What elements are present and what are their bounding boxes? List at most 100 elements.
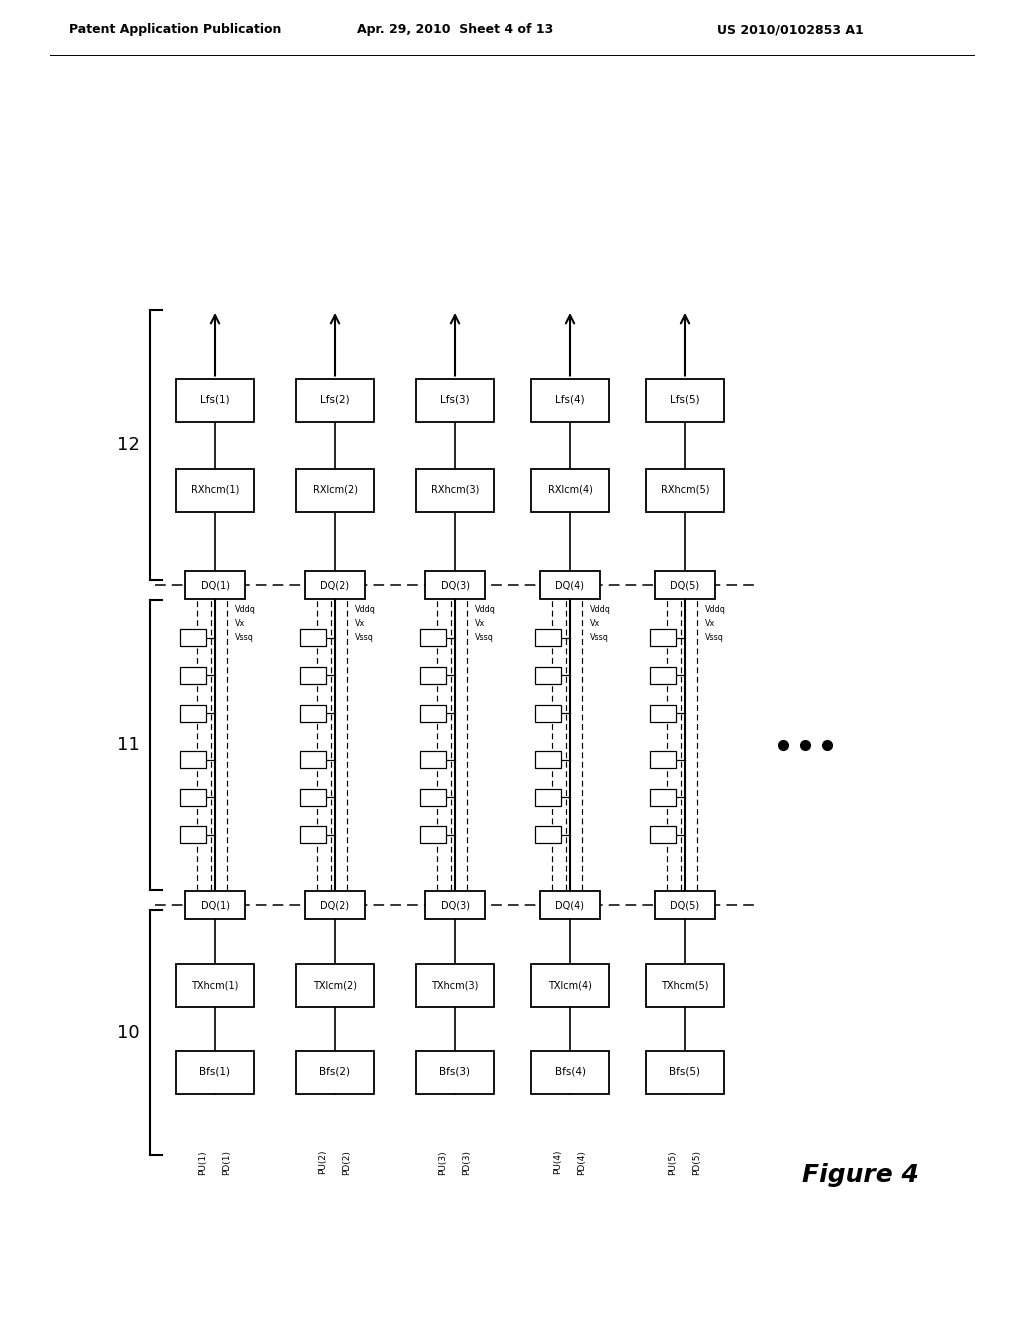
- Text: DQ(3): DQ(3): [440, 900, 469, 909]
- Bar: [655, 891, 715, 919]
- Text: DQ(1): DQ(1): [201, 579, 229, 590]
- Text: Figure 4: Figure 4: [802, 1163, 919, 1187]
- Bar: [305, 572, 365, 599]
- Text: Vx: Vx: [705, 619, 715, 628]
- Bar: [300, 667, 326, 684]
- Bar: [540, 572, 600, 599]
- Text: Vssq: Vssq: [705, 634, 724, 642]
- Text: DQ(5): DQ(5): [671, 579, 699, 590]
- Text: Vx: Vx: [475, 619, 485, 628]
- Bar: [176, 469, 254, 511]
- Text: Bfs(5): Bfs(5): [670, 1067, 700, 1077]
- Text: DQ(2): DQ(2): [321, 579, 349, 590]
- Bar: [420, 751, 446, 768]
- Text: 10: 10: [118, 1023, 140, 1041]
- Bar: [180, 751, 206, 768]
- Text: Vddq: Vddq: [705, 605, 726, 614]
- Bar: [535, 789, 561, 805]
- Bar: [416, 964, 494, 1006]
- Text: Vx: Vx: [355, 619, 366, 628]
- Bar: [180, 826, 206, 843]
- Text: TXlcm(2): TXlcm(2): [313, 979, 357, 990]
- Bar: [185, 891, 245, 919]
- Bar: [650, 751, 676, 768]
- Bar: [425, 891, 485, 919]
- Bar: [300, 751, 326, 768]
- Text: Vddq: Vddq: [590, 605, 611, 614]
- Text: Bfs(1): Bfs(1): [200, 1067, 230, 1077]
- Text: PU(1): PU(1): [199, 1150, 208, 1175]
- Text: Lfs(1): Lfs(1): [200, 395, 229, 405]
- Bar: [646, 964, 724, 1006]
- Bar: [180, 789, 206, 805]
- Text: Vssq: Vssq: [475, 634, 494, 642]
- Bar: [646, 379, 724, 421]
- Bar: [305, 891, 365, 919]
- Text: DQ(2): DQ(2): [321, 900, 349, 909]
- Text: TXhcm(3): TXhcm(3): [431, 979, 478, 990]
- Bar: [300, 789, 326, 805]
- Text: Vssq: Vssq: [234, 634, 254, 642]
- Text: Vddq: Vddq: [475, 605, 496, 614]
- Bar: [180, 667, 206, 684]
- Bar: [416, 379, 494, 421]
- Text: Vssq: Vssq: [355, 634, 374, 642]
- Text: PU(5): PU(5): [669, 1150, 678, 1175]
- Bar: [300, 826, 326, 843]
- Bar: [531, 469, 609, 511]
- Bar: [420, 826, 446, 843]
- Text: Apr. 29, 2010  Sheet 4 of 13: Apr. 29, 2010 Sheet 4 of 13: [357, 24, 553, 37]
- Bar: [540, 891, 600, 919]
- Text: DQ(3): DQ(3): [440, 579, 469, 590]
- Bar: [420, 789, 446, 805]
- Bar: [650, 789, 676, 805]
- Text: TXhcm(5): TXhcm(5): [662, 979, 709, 990]
- Text: Lfs(5): Lfs(5): [670, 395, 699, 405]
- Text: RXhcm(5): RXhcm(5): [660, 484, 710, 495]
- Bar: [650, 826, 676, 843]
- Bar: [646, 469, 724, 511]
- Bar: [180, 630, 206, 647]
- Bar: [416, 469, 494, 511]
- Text: Patent Application Publication: Patent Application Publication: [69, 24, 282, 37]
- Bar: [535, 751, 561, 768]
- Text: DQ(1): DQ(1): [201, 900, 229, 909]
- Text: 11: 11: [118, 737, 140, 754]
- Text: Bfs(3): Bfs(3): [439, 1067, 470, 1077]
- Text: PD(5): PD(5): [692, 1150, 701, 1175]
- Text: PU(3): PU(3): [438, 1150, 447, 1175]
- Text: PU(4): PU(4): [554, 1150, 562, 1175]
- Text: PD(2): PD(2): [342, 1150, 351, 1175]
- Text: Bfs(2): Bfs(2): [319, 1067, 350, 1077]
- Bar: [535, 630, 561, 647]
- Text: PU(2): PU(2): [318, 1150, 328, 1175]
- Bar: [176, 1051, 254, 1093]
- Bar: [176, 964, 254, 1006]
- Bar: [416, 1051, 494, 1093]
- Bar: [420, 630, 446, 647]
- Bar: [420, 705, 446, 722]
- Text: PD(4): PD(4): [578, 1150, 587, 1175]
- Bar: [296, 469, 374, 511]
- Bar: [425, 572, 485, 599]
- Bar: [535, 826, 561, 843]
- Text: US 2010/0102853 A1: US 2010/0102853 A1: [717, 24, 863, 37]
- Text: RXlcm(2): RXlcm(2): [312, 484, 357, 495]
- Bar: [650, 705, 676, 722]
- Text: TXhcm(1): TXhcm(1): [191, 979, 239, 990]
- Bar: [296, 964, 374, 1006]
- Bar: [300, 630, 326, 647]
- Bar: [531, 964, 609, 1006]
- Bar: [185, 572, 245, 599]
- Bar: [646, 1051, 724, 1093]
- Bar: [531, 379, 609, 421]
- Text: PD(1): PD(1): [222, 1150, 231, 1175]
- Bar: [300, 705, 326, 722]
- Bar: [531, 1051, 609, 1093]
- Bar: [296, 1051, 374, 1093]
- Bar: [650, 630, 676, 647]
- Bar: [650, 667, 676, 684]
- Bar: [655, 572, 715, 599]
- Text: DQ(4): DQ(4): [555, 579, 585, 590]
- Bar: [535, 667, 561, 684]
